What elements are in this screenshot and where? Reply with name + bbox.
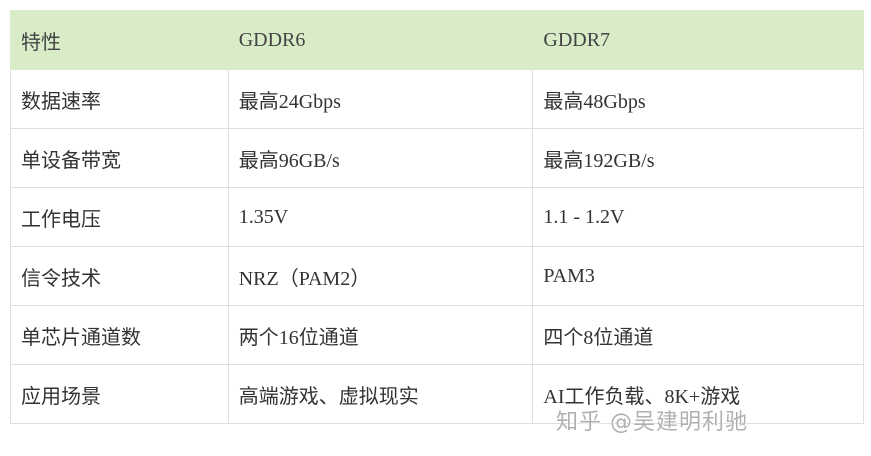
table-cell: 1.1 - 1.2V bbox=[532, 187, 864, 247]
table-row: 单芯片通道数 两个16位通道 四个8位通道 bbox=[10, 305, 864, 365]
table-cell: AI工作负载、8K+游戏 bbox=[532, 364, 864, 424]
table-cell: 单芯片通道数 bbox=[10, 305, 229, 365]
header-cell: GDDR6 bbox=[227, 10, 534, 70]
header-cell: 特性 bbox=[10, 10, 229, 70]
table-cell: PAM3 bbox=[532, 246, 864, 306]
table-cell: 最高48Gbps bbox=[532, 69, 864, 129]
comparison-table: 特性 GDDR6 GDDR7 数据速率 最高24Gbps 最高48Gbps 单设备带宽… bbox=[10, 10, 864, 424]
table-row: 应用场景 高端游戏、虚拟现实 AI工作负载、8K+游戏 bbox=[10, 364, 864, 424]
header-cell: GDDR7 bbox=[532, 10, 864, 70]
table-cell: 1.35V bbox=[227, 187, 534, 247]
table-cell: 单设备带宽 bbox=[10, 128, 229, 188]
table-row: 单设备带宽 最高96GB/s 最高192GB/s bbox=[10, 128, 864, 188]
table-cell: 四个8位通道 bbox=[532, 305, 864, 365]
table-cell: 应用场景 bbox=[10, 364, 229, 424]
table-cell: 最高24Gbps bbox=[227, 69, 534, 129]
table-cell: 高端游戏、虚拟现实 bbox=[227, 364, 534, 424]
table-cell: NRZ（PAM2） bbox=[227, 246, 534, 306]
table-row: 工作电压 1.35V 1.1 - 1.2V bbox=[10, 187, 864, 247]
table-header-row: 特性 GDDR6 GDDR7 bbox=[10, 10, 864, 70]
table-row: 信令技术 NRZ（PAM2） PAM3 bbox=[10, 246, 864, 306]
table-cell: 最高96GB/s bbox=[227, 128, 534, 188]
table-row: 数据速率 最高24Gbps 最高48Gbps bbox=[10, 69, 864, 129]
table-cell: 两个16位通道 bbox=[227, 305, 534, 365]
watermark: 知乎 @吴建明利驰 bbox=[556, 410, 748, 435]
table-cell: 数据速率 bbox=[10, 69, 229, 129]
table-cell: 工作电压 bbox=[10, 187, 229, 247]
table-cell: 最高192GB/s bbox=[532, 128, 864, 188]
table-cell: 信令技术 bbox=[10, 246, 229, 306]
